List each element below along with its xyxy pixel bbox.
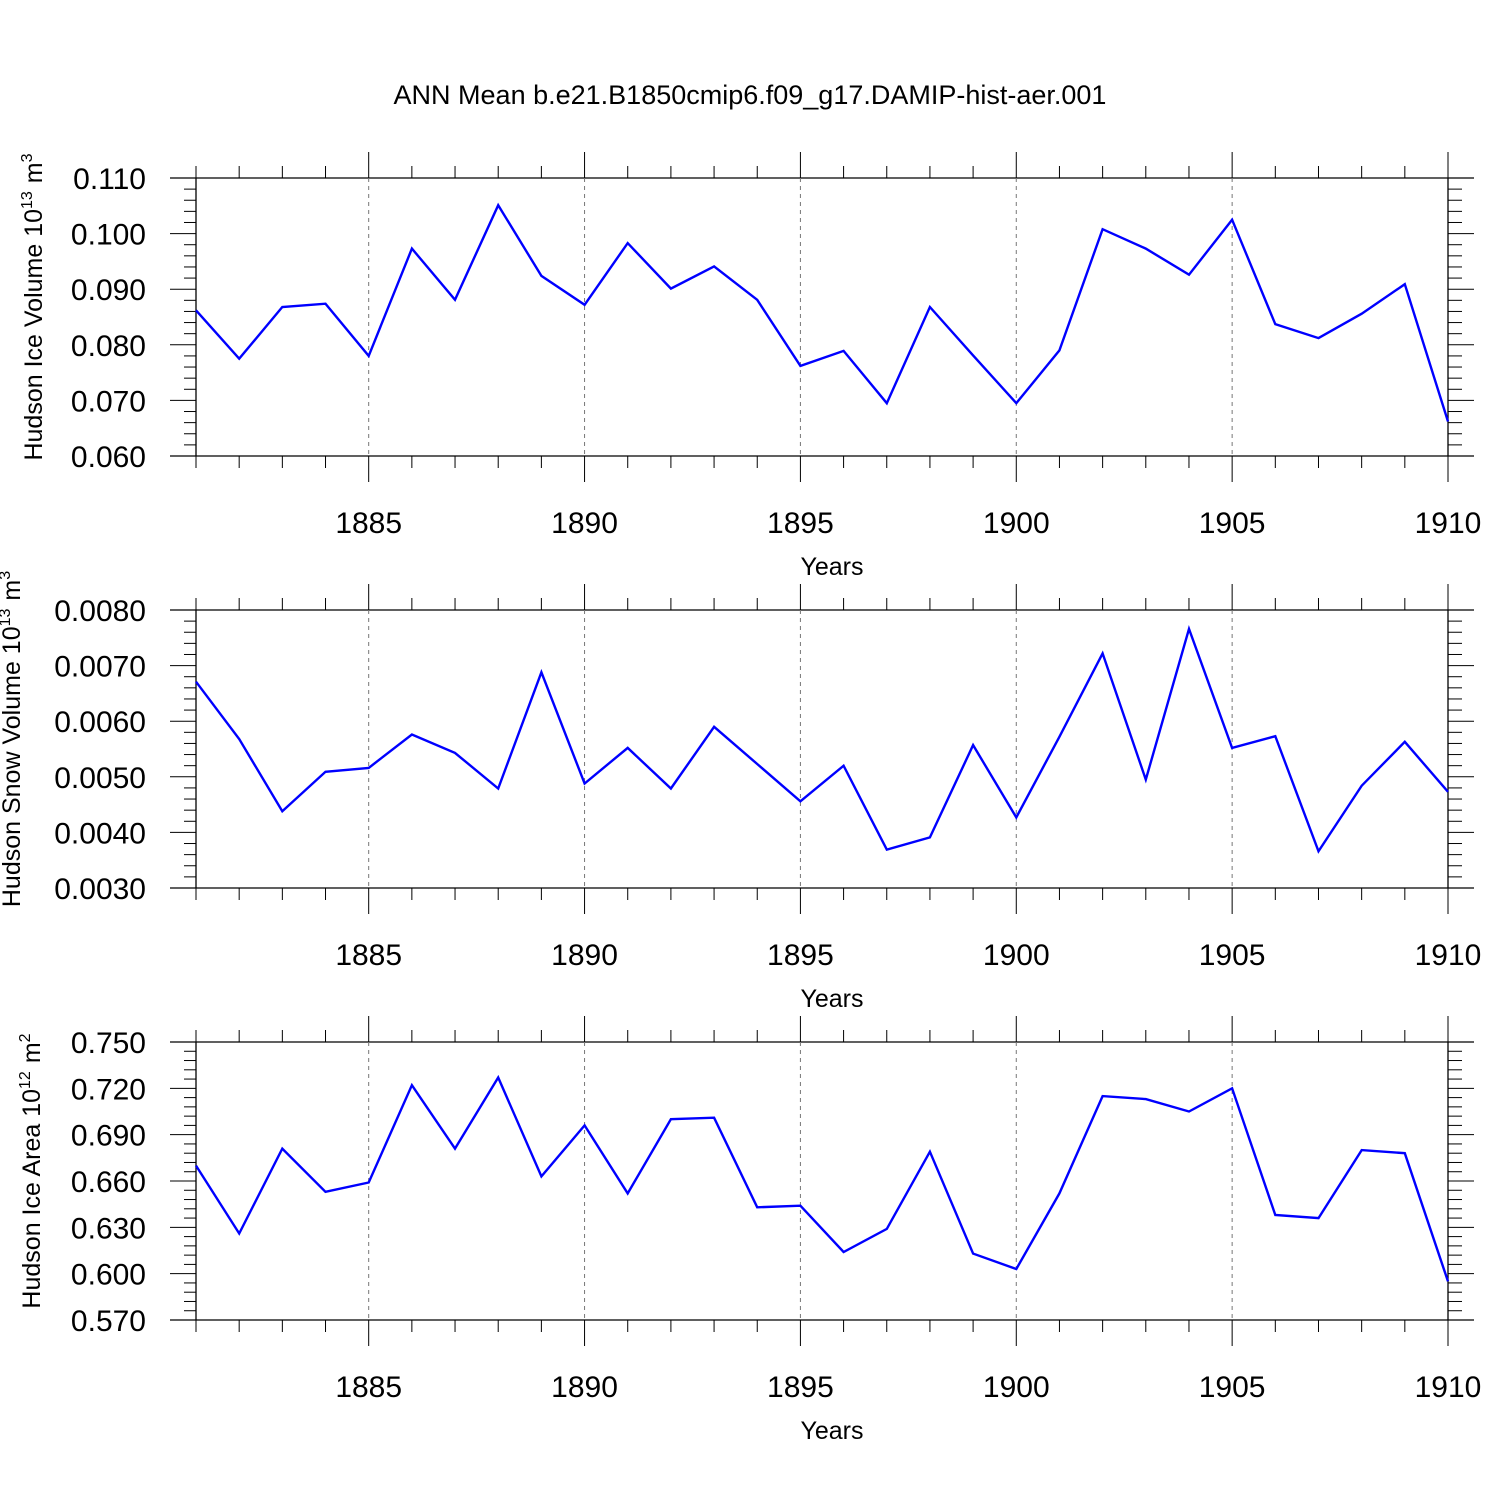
y-tick-label: 0.0050 (54, 762, 146, 795)
series-line (195, 625, 1449, 854)
x-tick-label: 1885 (335, 507, 402, 540)
y-tick-label: 0.630 (71, 1212, 146, 1245)
x-tick-label: 1885 (335, 939, 402, 972)
x-tick-label: 1900 (983, 507, 1050, 540)
y-tick-label: 0.720 (71, 1073, 146, 1106)
y-tick-label: 0.0030 (54, 873, 146, 906)
x-tick-label: 1895 (767, 939, 834, 972)
y-tick-label: 0.070 (71, 385, 146, 418)
y-tick-label: 0.080 (71, 330, 146, 363)
y-tick-label: 0.0040 (54, 817, 146, 850)
x-tick-label: 1900 (983, 939, 1050, 972)
y-tick-label: 0.690 (71, 1120, 146, 1153)
x-tick-label: 1890 (551, 939, 618, 972)
x-tick-label: 1890 (551, 1371, 618, 1404)
x-tick-label: 1905 (1199, 939, 1266, 972)
x-tick-label: 1910 (1415, 507, 1482, 540)
x-tick-label: 1890 (551, 507, 618, 540)
figure-title: ANN Mean b.e21.B1850cmip6.f09_g17.DAMIP-… (393, 80, 1107, 110)
y-axis-label: Hudson Ice Volume 1013m3 (19, 153, 48, 460)
y-tick-label: 0.660 (71, 1166, 146, 1199)
y-tick-label: 0.570 (71, 1305, 146, 1338)
y-tick-label: 0.750 (71, 1027, 146, 1060)
y-tick-label: 0.600 (71, 1259, 146, 1292)
y-axis-label: Hudson Snow Volume 1013m3 (0, 571, 26, 907)
y-tick-label: 0.0080 (54, 595, 146, 628)
x-tick-label: 1895 (767, 507, 834, 540)
x-tick-label: 1895 (767, 1371, 834, 1404)
series-line (194, 1074, 1450, 1282)
x-tick-label: 1885 (335, 1371, 402, 1404)
y-tick-label: 0.0070 (54, 651, 146, 684)
x-tick-label: 1910 (1415, 939, 1482, 972)
y-tick-label: 0.110 (73, 163, 146, 196)
x-axis-label: Years (800, 1417, 863, 1445)
y-tick-label: 0.100 (71, 219, 146, 252)
x-tick-label: 1905 (1199, 507, 1266, 540)
x-tick-label: 1900 (983, 1371, 1050, 1404)
x-axis-label: Years (800, 985, 863, 1013)
series-line (195, 202, 1450, 422)
y-tick-label: 0.090 (71, 274, 146, 307)
x-tick-label: 1905 (1199, 1371, 1266, 1404)
x-tick-label: 1910 (1415, 1371, 1482, 1404)
x-axis-label: Years (800, 553, 863, 581)
y-axis-label: Hudson Ice Area 1012m2 (17, 1033, 46, 1308)
y-tick-label: 0.0060 (54, 706, 146, 739)
y-tick-label: 0.060 (71, 441, 146, 474)
